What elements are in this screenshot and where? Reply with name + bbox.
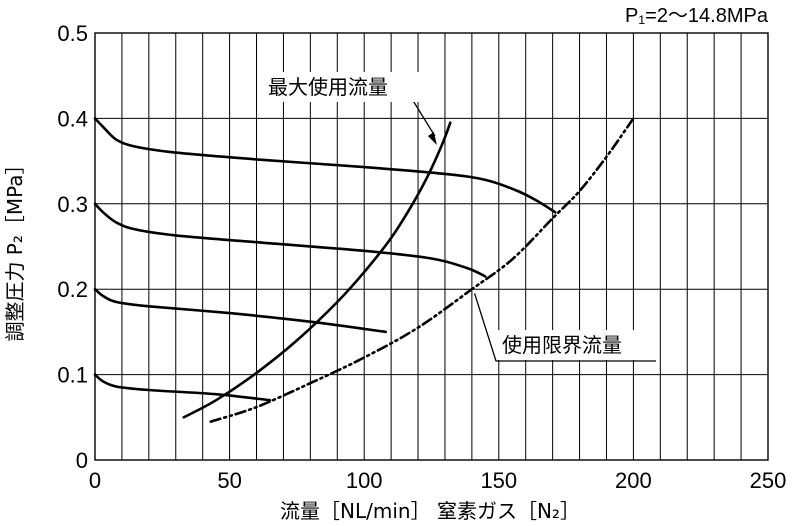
x-tick-labels: 0 50 100 150 200 250: [89, 468, 786, 493]
pressure-curve: [93, 287, 387, 334]
x-tick-label: 50: [217, 468, 241, 493]
max-flow-arrowhead: [427, 132, 437, 146]
pressure-curve: [93, 373, 272, 402]
curves: [93, 117, 635, 423]
y-tick-label: 0.3: [57, 192, 88, 217]
annotation-leaders: [268, 98, 656, 362]
y-tick-label: 0.5: [57, 21, 88, 46]
max-flow-curve: [182, 121, 452, 419]
x-tick-label: 200: [615, 468, 652, 493]
y-axis-title: 調整圧力 P₂［MPa］: [3, 154, 27, 341]
x-tick-label: 250: [750, 468, 787, 493]
condition-label: P₁=2～14.8MPa: [625, 5, 769, 27]
x-tick-label: 150: [480, 468, 517, 493]
limit-flow-label-bg: [498, 330, 658, 360]
pressure-curve: [93, 117, 557, 214]
x-axis-title: 流量［NL/min］ 窒素ガス［N₂］: [280, 499, 580, 523]
y-tick-label: 0.4: [57, 106, 88, 131]
y-tick-label: 0.2: [57, 277, 88, 302]
limit-flow-curve: [209, 117, 635, 423]
y-tick-label: 0.1: [57, 363, 88, 388]
y-tick-label: 0: [76, 448, 88, 473]
x-tick-label: 0: [89, 468, 101, 493]
max-flow-label: 最大使用流量: [268, 75, 388, 99]
max-flow-label-bg: [264, 72, 420, 102]
y-tick-labels: 0 0.1 0.2 0.3 0.4 0.5: [57, 21, 88, 473]
limit-flow-label: 使用限界流量: [502, 333, 622, 357]
plot-frame: [94, 32, 769, 461]
limit-flow-leader: [473, 293, 656, 362]
pressure-curve: [93, 202, 487, 278]
x-tick-label: 100: [346, 468, 383, 493]
max-flow-leader: [268, 98, 436, 137]
grid: [94, 32, 769, 461]
